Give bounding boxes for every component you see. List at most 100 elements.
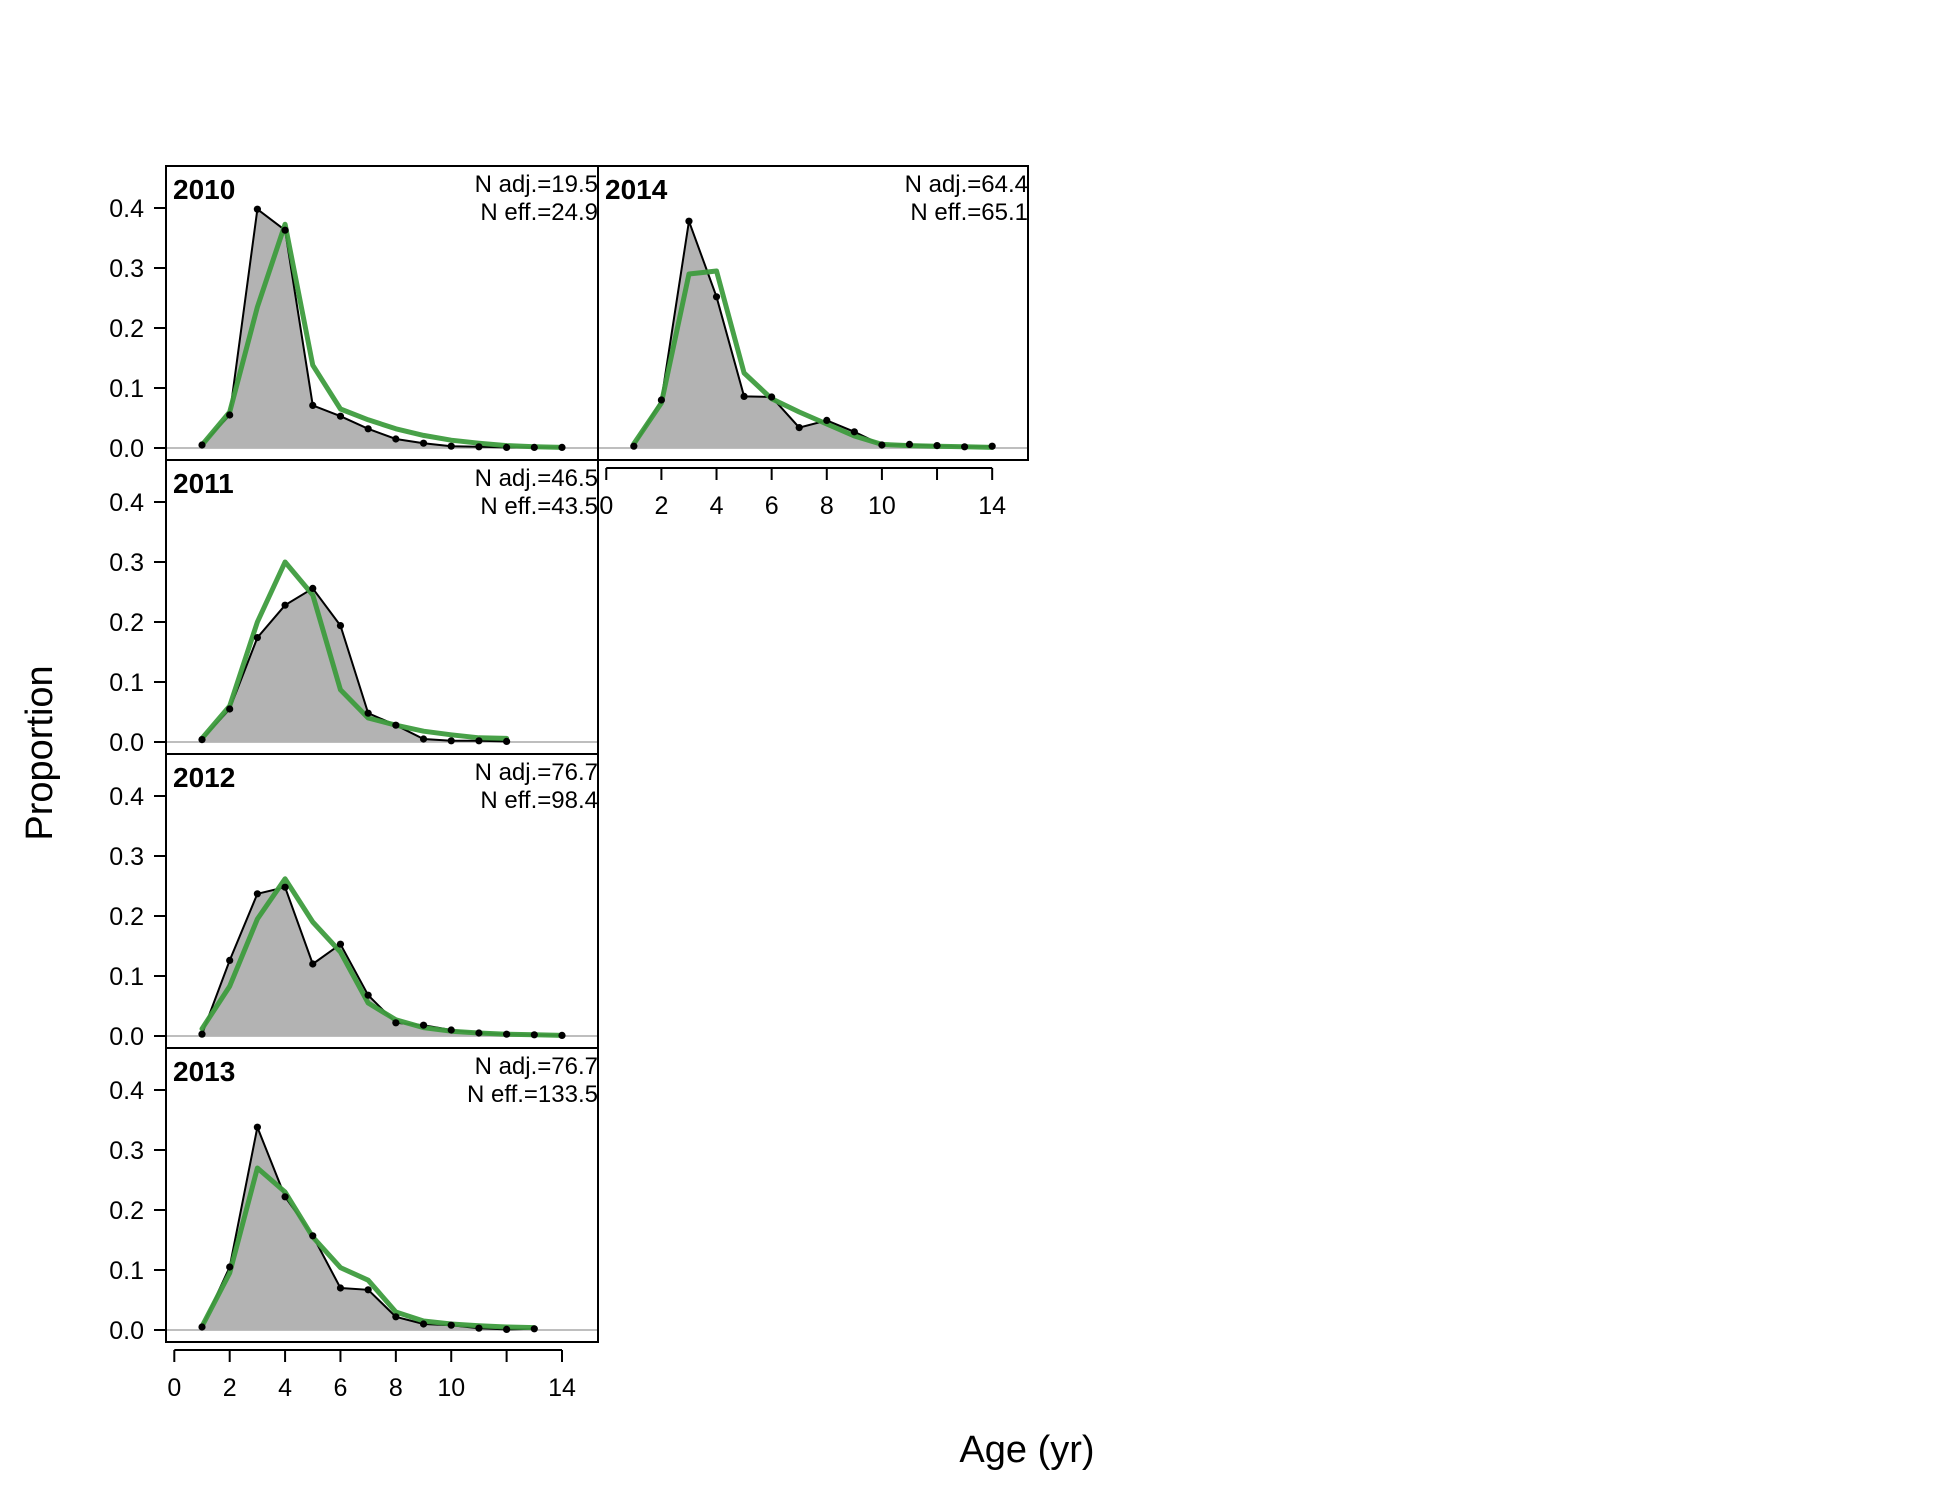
y-tick-label: 0.1 — [109, 375, 144, 403]
observed-point — [336, 940, 345, 948]
expected-line — [199, 221, 565, 450]
observed-point — [475, 1324, 483, 1332]
observed-point — [933, 442, 941, 450]
y-tick-label: 0.1 — [109, 1257, 144, 1285]
observed-point — [558, 1031, 566, 1039]
observed-point — [419, 1021, 428, 1029]
observed-area — [202, 1127, 535, 1330]
y-tick-label: 0.4 — [109, 489, 144, 517]
observed-point — [281, 883, 289, 891]
observed-point — [447, 1321, 455, 1329]
observed-point — [226, 705, 234, 713]
observed-point — [447, 737, 455, 745]
x-tick-label: 14 — [978, 492, 1006, 520]
observed-point — [657, 396, 665, 404]
n-adj-label: N adj.=46.5 — [475, 465, 598, 492]
x-tick-label: 8 — [820, 492, 834, 520]
observed-area — [202, 887, 562, 1036]
observed-point — [198, 1323, 206, 1331]
x-tick-label: 0 — [167, 1374, 181, 1402]
observed-point — [281, 226, 289, 234]
observed-point — [419, 439, 428, 447]
observed-point — [740, 392, 748, 400]
observed-point — [530, 1031, 538, 1039]
observed-point — [712, 293, 721, 301]
x-tick-label: 6 — [334, 1374, 348, 1402]
panel-year-label: 2012 — [173, 762, 235, 793]
observed-point — [392, 435, 400, 443]
n-adj-label: N adj.=76.7 — [475, 1053, 598, 1080]
y-tick-label: 0.2 — [109, 1197, 144, 1225]
y-tick-label: 0.4 — [109, 783, 144, 811]
observed-point — [988, 442, 996, 450]
y-tick-label: 0.3 — [109, 549, 144, 577]
observed-point — [198, 441, 206, 449]
observed-point — [475, 737, 483, 745]
observed-area — [202, 588, 507, 742]
observed-point — [558, 443, 566, 451]
x-axis-title: Age (yr) — [959, 1429, 1094, 1471]
observed-point — [364, 425, 372, 433]
x-tick-label: 10 — [437, 1374, 465, 1402]
observed-point — [961, 443, 969, 451]
observed-area — [202, 209, 562, 448]
observed-point — [281, 1193, 289, 1201]
x-tick-label: 14 — [548, 1374, 576, 1402]
y-tick-label: 0.0 — [109, 1023, 144, 1051]
panel-frame — [165, 1047, 599, 1343]
observed-point — [630, 442, 638, 450]
x-tick-label: 4 — [710, 492, 724, 520]
y-tick-label: 0.2 — [109, 903, 144, 931]
y-tick-label: 0.1 — [109, 963, 144, 991]
panel-year-label: 2014 — [605, 174, 668, 205]
observed-point — [336, 622, 345, 630]
y-tick-label: 0.0 — [109, 729, 144, 757]
observed-point — [226, 956, 234, 965]
observed-point — [309, 1232, 317, 1240]
observed-point — [850, 428, 858, 436]
n-adj-label: N adj.=76.7 — [475, 759, 598, 786]
n-eff-label: N eff.=65.1 — [910, 199, 1028, 226]
x-tick-label: 10 — [868, 492, 896, 520]
panel-2011: 2011 N adj.=46.5N eff.=43.5 0.0 0.1 0.2 0.3 0.… — [109, 459, 599, 757]
observed-point — [503, 737, 511, 746]
n-eff-label: N eff.=98.4 — [480, 787, 598, 814]
observed-point — [392, 1313, 400, 1321]
observed-point — [503, 443, 511, 451]
n-eff-label: N eff.=24.9 — [480, 199, 598, 226]
observed-point — [226, 1263, 234, 1271]
observed-point — [768, 393, 776, 401]
panel-2013: 2013 N adj.=76.7N eff.=133.5 0.0 0.1 0.2 0.3 0… — [109, 1047, 599, 1402]
observed-point — [253, 890, 261, 898]
y-tick-label: 0.4 — [109, 1077, 144, 1105]
y-tick-label: 0.3 — [109, 255, 144, 283]
x-tick-label: 2 — [223, 1374, 237, 1402]
observed-point — [309, 401, 317, 409]
n-eff-label: N eff.=43.5 — [480, 493, 598, 520]
panel-year-label: 2013 — [173, 1056, 235, 1087]
x-tick-label: 8 — [389, 1374, 403, 1402]
y-tick-label: 0.3 — [109, 843, 144, 871]
observed-point — [392, 1019, 400, 1027]
observed-point — [253, 1123, 261, 1131]
observed-point — [795, 424, 803, 432]
observed-point — [226, 411, 234, 419]
expected-line — [199, 876, 565, 1038]
observed-point — [447, 1026, 455, 1034]
observed-point — [823, 416, 831, 424]
observed-point — [530, 1325, 538, 1333]
observed-point — [905, 440, 914, 448]
observed-point — [198, 1030, 206, 1038]
observed-point — [878, 441, 886, 449]
observed-point — [253, 634, 261, 642]
observed-point — [309, 960, 317, 968]
expected-line — [199, 559, 510, 741]
panel-year-label: 2010 — [173, 174, 235, 205]
observed-point — [198, 736, 206, 744]
expected-line — [631, 268, 995, 450]
observed-point — [419, 1320, 428, 1328]
observed-point — [281, 601, 289, 609]
panel-2010: 2010 N adj.=19.5N eff.=24.9 0.0 0.1 0.2 0.3 0.… — [109, 165, 599, 463]
y-tick-label: 0.2 — [109, 315, 144, 343]
